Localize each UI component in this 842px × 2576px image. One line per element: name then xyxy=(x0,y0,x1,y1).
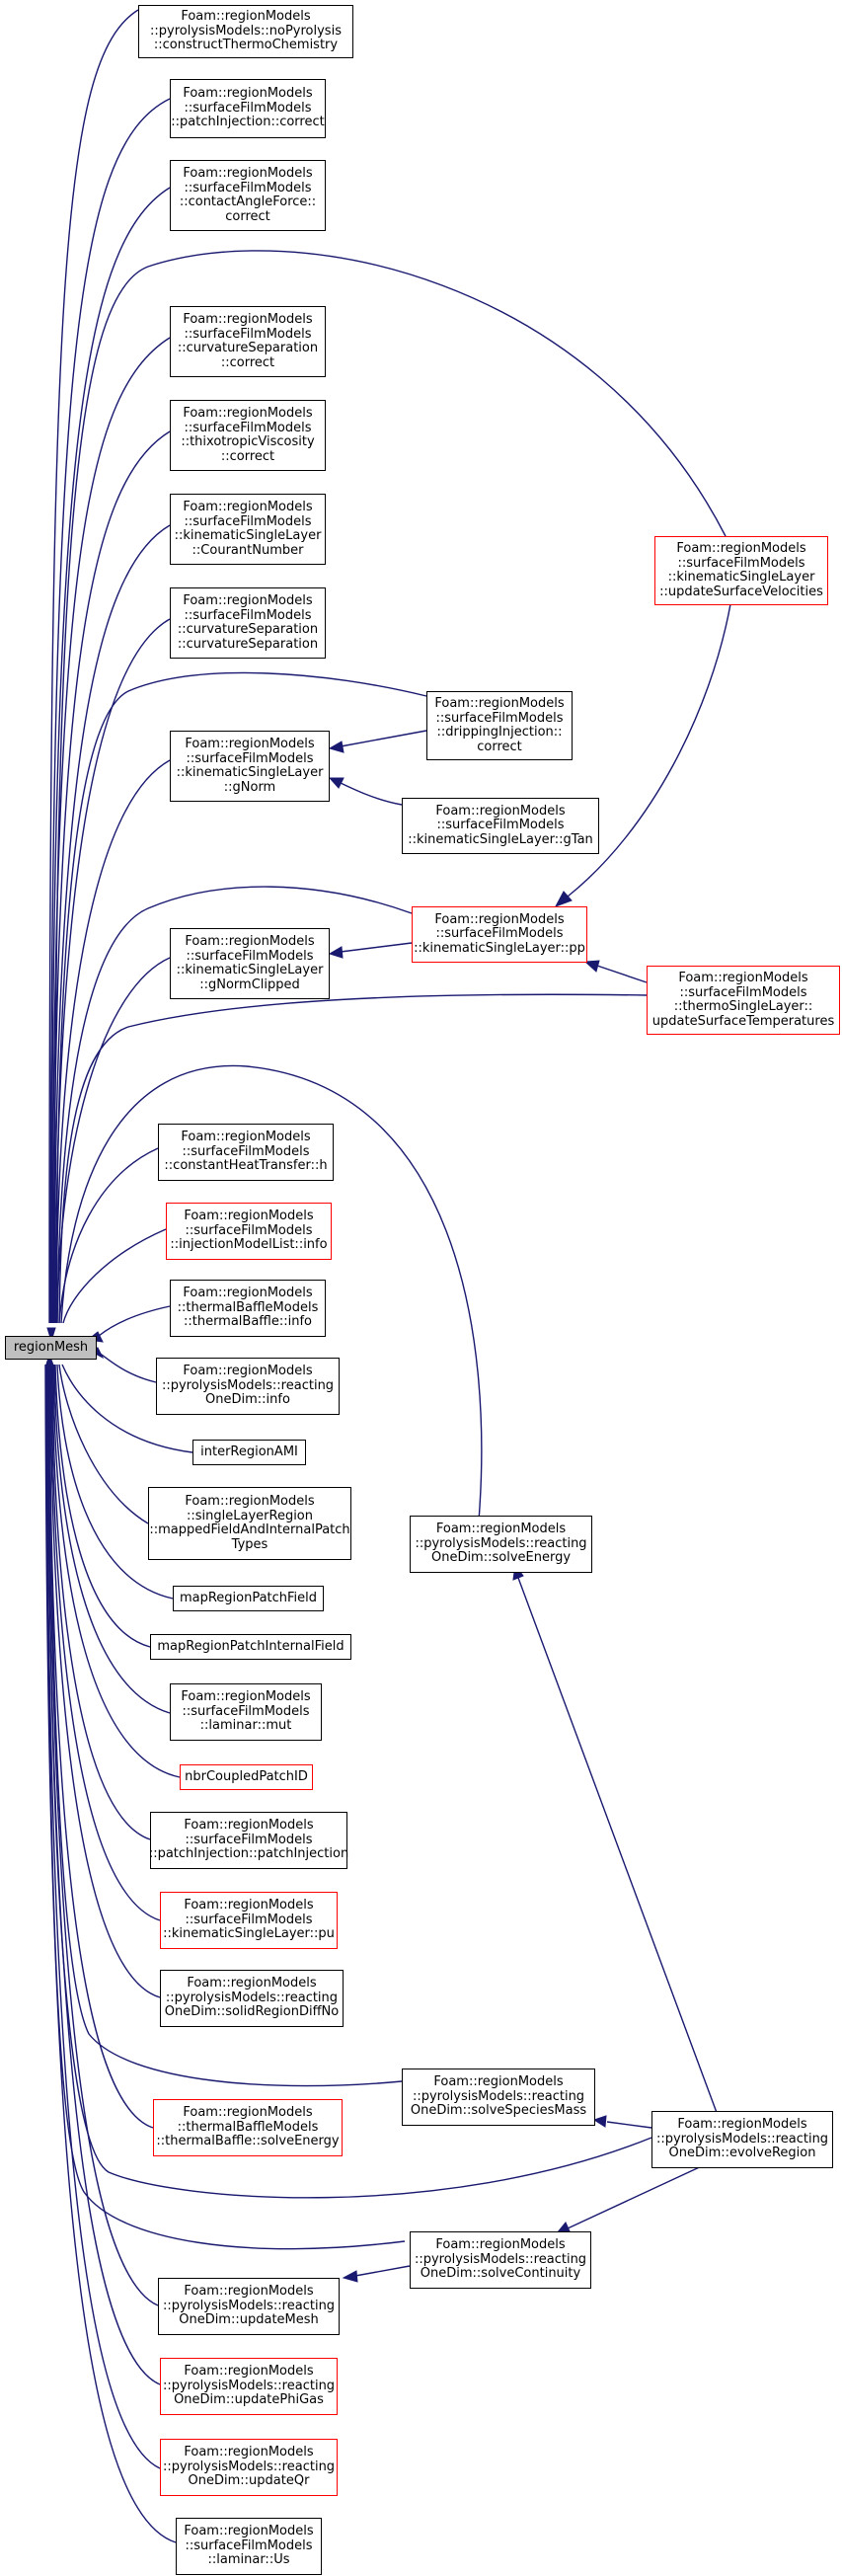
arrowhead-m3-from-r1 xyxy=(554,891,573,907)
node-reactingOneDim-info[interactable]: Foam::regionModels ::pyrolysisModels::re… xyxy=(156,1358,340,1415)
node-kinematicSingleLayer-updateSurfaceVelocities[interactable]: Foam::regionModels ::surfaceFilmModels :… xyxy=(654,536,828,605)
edge-n11-root xyxy=(62,1228,167,1324)
node-reactingOneDim-solveEnergy[interactable]: Foam::regionModels ::pyrolysisModels::re… xyxy=(410,1516,592,1573)
edge-r3-m4 xyxy=(517,1577,720,2119)
node-reactingOneDim-solidRegionDiffNo[interactable]: Foam::regionModels ::pyrolysisModels::re… xyxy=(160,1970,344,2027)
edge-n10-root xyxy=(58,1147,159,1324)
edge-r2-m3 xyxy=(596,965,648,983)
node-contactAngleForce-correct[interactable]: Foam::regionModels ::surfaceFilmModels :… xyxy=(170,160,326,231)
edge-n21-root xyxy=(50,1364,161,1921)
node-patchInjection-patchInjection[interactable]: Foam::regionModels ::surfaceFilmModels :… xyxy=(149,1812,348,1869)
node-mappedFieldAndInternalPatchTypes[interactable]: Foam::regionModels ::singleLayerRegion :… xyxy=(148,1487,351,1560)
edge-n16-root xyxy=(56,1364,174,1600)
edge-n12-root xyxy=(98,1305,171,1337)
edge-n3-root xyxy=(50,187,171,1324)
node-curvatureSeparation-correct[interactable]: Foam::regionModels ::surfaceFilmModels :… xyxy=(170,306,326,377)
node-laminar-mut[interactable]: Foam::regionModels ::surfaceFilmModels :… xyxy=(170,1683,322,1741)
edge-n15-root xyxy=(58,1364,149,1524)
edge-m2-n8 xyxy=(340,782,403,806)
edge-n25-root xyxy=(46,1364,161,2385)
edge-n2-root xyxy=(49,98,171,1324)
edge-m3-n9 xyxy=(340,942,413,953)
edge-n1-root xyxy=(48,9,139,1324)
arrowhead-root-upper xyxy=(46,1327,56,1343)
edge-n27-root xyxy=(44,1364,177,2543)
arrowhead-m3-from-r2 xyxy=(583,960,600,973)
node-kinematicSingleLayer-pp[interactable]: Foam::regionModels ::surfaceFilmModels :… xyxy=(412,906,587,963)
edge-n9-root xyxy=(56,957,171,1324)
edge-n17-root xyxy=(54,1364,151,1648)
node-injectionModelList-info[interactable]: Foam::regionModels ::surfaceFilmModels :… xyxy=(166,1203,332,1260)
node-kinematicSingleLayer-pu[interactable]: Foam::regionModels ::surfaceFilmModels :… xyxy=(160,1892,338,1949)
node-kinematicSingleLayer-gNorm[interactable]: Foam::regionModels ::surfaceFilmModels :… xyxy=(170,731,330,802)
node-reactingOneDim-evolveRegion[interactable]: Foam::regionModels ::pyrolysisModels::re… xyxy=(651,2111,833,2168)
edge-m5-root xyxy=(48,1364,403,2087)
edge-n18-root xyxy=(53,1364,171,1714)
edge-r2-root xyxy=(58,993,648,1324)
edge-n14-root xyxy=(61,1364,193,1453)
node-drippingInjection-correct[interactable]: Foam::regionModels ::surfaceFilmModels :… xyxy=(426,691,573,760)
edge-m3-root xyxy=(56,886,413,1324)
node-regionMesh[interactable]: regionMesh xyxy=(5,1336,97,1360)
node-reactingOneDim-solveContinuity[interactable]: Foam::regionModels ::pyrolysisModels::re… xyxy=(410,2231,591,2289)
node-reactingOneDim-updateQr[interactable]: Foam::regionModels ::pyrolysisModels::re… xyxy=(160,2439,338,2496)
edge-m6-root xyxy=(45,1364,406,2250)
edge-r3-m5 xyxy=(606,2121,652,2129)
node-constantHeatTransfer-h[interactable]: Foam::regionModels ::surfaceFilmModels :… xyxy=(158,1124,334,1181)
edge-n4-root xyxy=(51,337,171,1324)
edge-n5-root xyxy=(52,430,171,1324)
node-mapRegionPatchInternalField[interactable]: mapRegionPatchInternalField xyxy=(150,1634,351,1660)
edge-n20-root xyxy=(51,1364,151,1840)
node-patchInjection-correct[interactable]: Foam::regionModels ::surfaceFilmModels :… xyxy=(170,79,326,138)
node-nbrCoupledPatchID[interactable]: nbrCoupledPatchID xyxy=(180,1764,313,1790)
node-laminar-Us[interactable]: Foam::regionModels ::surfaceFilmModels :… xyxy=(176,2518,322,2575)
node-noPyrolysis-constructThermoChemistry[interactable]: Foam::regionModels ::pyrolysisModels::no… xyxy=(138,5,353,58)
arrowhead-m5-from-r3 xyxy=(592,2115,607,2128)
arrowhead-n8-from-m1 xyxy=(328,741,344,753)
node-mapRegionPatchField[interactable]: mapRegionPatchField xyxy=(173,1586,324,1611)
node-reactingOneDim-updateMesh[interactable]: Foam::regionModels ::pyrolysisModels::re… xyxy=(158,2278,340,2335)
node-thermalBaffle-info[interactable]: Foam::regionModels ::thermalBaffleModels… xyxy=(170,1280,326,1337)
node-thermalBaffle-solveEnergy[interactable]: Foam::regionModels ::thermalBaffleModels… xyxy=(153,2099,343,2156)
edge-n8-root xyxy=(55,759,171,1324)
edge-m6-n24 xyxy=(354,2265,411,2277)
edge-m1-n8 xyxy=(340,730,427,747)
node-interRegionAMI[interactable]: interRegionAMI xyxy=(192,1440,306,1465)
edge-r1-root xyxy=(53,250,727,1324)
node-reactingOneDim-updatePhiGas[interactable]: Foam::regionModels ::pyrolysisModels::re… xyxy=(160,2358,338,2415)
edge-n13-root xyxy=(98,1352,157,1383)
arrowhead-n24-from-m6 xyxy=(342,2270,358,2283)
arrowhead-root-lower xyxy=(44,1353,55,1368)
edge-r1-m3 xyxy=(567,603,731,898)
arrowhead-n8-from-m2 xyxy=(328,777,344,789)
edge-r3-root xyxy=(46,1364,652,2199)
node-reactingOneDim-solveSpeciesMass[interactable]: Foam::regionModels ::pyrolysisModels::re… xyxy=(402,2069,595,2126)
edge-n22-root xyxy=(49,1364,161,1998)
edge-r3-m6 xyxy=(567,2163,707,2229)
node-kinematicSingleLayer-gNormClipped[interactable]: Foam::regionModels ::surfaceFilmModels :… xyxy=(170,928,330,999)
edge-n26-root xyxy=(45,1364,161,2469)
node-curvatureSeparation-curvatureSeparation[interactable]: Foam::regionModels ::surfaceFilmModels :… xyxy=(170,587,326,659)
node-kinematicSingleLayer-CourantNumber[interactable]: Foam::regionModels ::surfaceFilmModels :… xyxy=(170,494,326,565)
edge-n6-root xyxy=(53,524,171,1324)
edge-n19-root xyxy=(52,1364,181,1778)
node-kinematicSingleLayer-gTan[interactable]: Foam::regionModels ::surfaceFilmModels :… xyxy=(402,798,599,854)
edge-n24-root xyxy=(47,1364,159,2306)
edge-m4-root xyxy=(60,1064,483,1522)
node-thixotropicViscosity-correct[interactable]: Foam::regionModels ::surfaceFilmModels :… xyxy=(170,400,326,471)
node-thermoSingleLayer-updateSurfaceTemperatures[interactable]: Foam::regionModels ::surfaceFilmModels :… xyxy=(647,966,840,1035)
arrowhead-n9-from-m3 xyxy=(328,946,344,959)
edge-m1-root xyxy=(55,671,427,1324)
